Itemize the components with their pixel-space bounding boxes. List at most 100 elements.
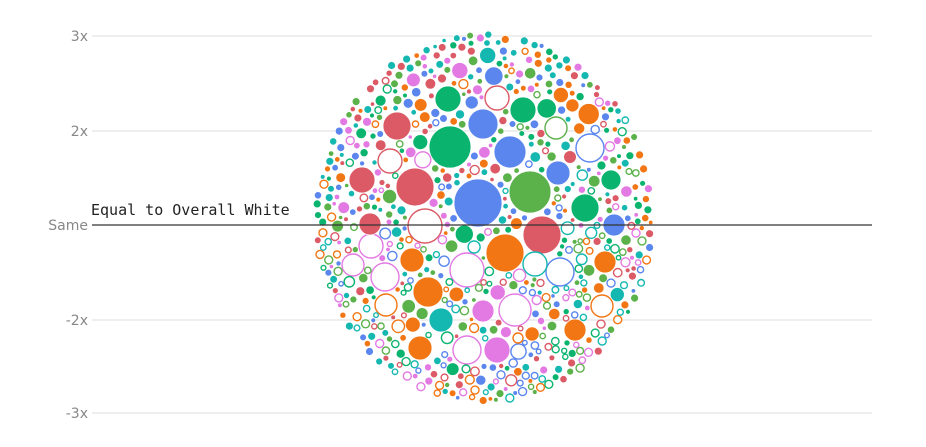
bubble[interactable] bbox=[318, 217, 328, 227]
bubble[interactable] bbox=[469, 366, 480, 377]
bubble[interactable] bbox=[401, 270, 408, 278]
bubble[interactable] bbox=[390, 226, 403, 238]
bubble[interactable] bbox=[337, 214, 344, 221]
bubble[interactable] bbox=[378, 254, 387, 262]
bubble[interactable] bbox=[407, 335, 433, 361]
bubble[interactable] bbox=[378, 187, 385, 194]
bubble[interactable] bbox=[577, 273, 585, 280]
bubble[interactable] bbox=[385, 218, 393, 226]
bubble[interactable] bbox=[314, 211, 322, 220]
bubble[interactable] bbox=[550, 336, 560, 346]
bubble[interactable] bbox=[492, 226, 501, 235]
bubble[interactable] bbox=[634, 250, 644, 260]
bubble[interactable] bbox=[548, 307, 561, 321]
bubble[interactable] bbox=[498, 46, 508, 56]
bubble[interactable] bbox=[563, 285, 570, 292]
bubble[interactable] bbox=[577, 103, 600, 126]
bubble[interactable] bbox=[433, 176, 442, 185]
bubble[interactable] bbox=[580, 71, 590, 80]
bubble[interactable] bbox=[536, 278, 545, 288]
bubble[interactable] bbox=[353, 141, 361, 150]
bubble[interactable] bbox=[458, 166, 466, 174]
bubble[interactable] bbox=[405, 146, 417, 159]
bubble[interactable] bbox=[334, 156, 341, 163]
bubble[interactable] bbox=[512, 390, 518, 396]
bubble[interactable] bbox=[401, 225, 408, 232]
bubble[interactable] bbox=[467, 39, 475, 47]
bubble[interactable] bbox=[345, 158, 355, 167]
bubble[interactable] bbox=[396, 361, 403, 368]
bubble[interactable] bbox=[480, 255, 486, 261]
bubble[interactable] bbox=[600, 105, 607, 111]
bubble[interactable] bbox=[600, 120, 607, 128]
bubble[interactable] bbox=[502, 108, 510, 116]
bubble[interactable] bbox=[385, 210, 394, 219]
bubble[interactable] bbox=[631, 228, 641, 238]
bubble[interactable] bbox=[620, 300, 630, 310]
bubble[interactable] bbox=[414, 242, 421, 249]
bubble[interactable] bbox=[454, 224, 474, 244]
bubble[interactable] bbox=[621, 144, 627, 150]
bubble[interactable] bbox=[401, 299, 416, 314]
bubble[interactable] bbox=[396, 242, 404, 250]
bubble[interactable] bbox=[366, 84, 375, 94]
bubble[interactable] bbox=[331, 201, 337, 207]
bubble[interactable] bbox=[457, 321, 468, 332]
bubble[interactable] bbox=[349, 295, 358, 304]
bubble[interactable] bbox=[470, 151, 479, 161]
bubble[interactable] bbox=[331, 163, 339, 172]
bubble[interactable] bbox=[451, 304, 461, 314]
bubble[interactable] bbox=[449, 117, 458, 126]
bubble[interactable] bbox=[410, 360, 419, 369]
bubble[interactable] bbox=[544, 342, 553, 351]
bubble[interactable] bbox=[371, 120, 380, 129]
bubble[interactable] bbox=[634, 217, 642, 225]
bubble[interactable] bbox=[575, 164, 582, 171]
bubble[interactable] bbox=[633, 212, 639, 218]
bubble[interactable] bbox=[440, 373, 449, 382]
bubble[interactable] bbox=[376, 130, 385, 138]
bubble[interactable] bbox=[542, 301, 552, 310]
bubble[interactable] bbox=[414, 59, 423, 68]
bubble[interactable] bbox=[446, 355, 454, 363]
bubble[interactable] bbox=[564, 64, 572, 72]
bubble[interactable] bbox=[402, 54, 412, 64]
bubble[interactable] bbox=[641, 195, 650, 204]
bubble[interactable] bbox=[467, 73, 475, 81]
bubble[interactable] bbox=[559, 243, 566, 250]
bubble[interactable] bbox=[453, 172, 461, 179]
bubble[interactable] bbox=[502, 202, 509, 210]
bubble[interactable] bbox=[488, 325, 499, 335]
bubble[interactable] bbox=[637, 236, 647, 246]
bubble[interactable] bbox=[585, 246, 594, 255]
bubble[interactable] bbox=[575, 253, 588, 266]
bubble[interactable] bbox=[335, 260, 342, 267]
bubble[interactable] bbox=[439, 114, 448, 123]
bubble[interactable] bbox=[508, 280, 519, 291]
bubble[interactable] bbox=[318, 228, 328, 238]
bubble[interactable] bbox=[497, 215, 508, 225]
bubble[interactable] bbox=[530, 371, 539, 380]
bubble[interactable] bbox=[431, 164, 440, 173]
bubble[interactable] bbox=[465, 172, 473, 180]
bubble[interactable] bbox=[402, 156, 409, 164]
bubble[interactable] bbox=[541, 292, 551, 303]
bubble[interactable] bbox=[570, 311, 579, 319]
bubble[interactable] bbox=[486, 280, 493, 287]
bubble[interactable] bbox=[514, 78, 522, 85]
bubble[interactable] bbox=[495, 39, 502, 46]
bubble[interactable] bbox=[531, 276, 538, 283]
bubble[interactable] bbox=[361, 296, 370, 305]
bubble[interactable] bbox=[533, 58, 543, 68]
bubble[interactable] bbox=[329, 137, 338, 146]
bubble[interactable] bbox=[533, 90, 541, 99]
bubble[interactable] bbox=[567, 348, 577, 358]
bubble[interactable] bbox=[423, 266, 431, 274]
bubble[interactable] bbox=[411, 120, 420, 128]
bubble[interactable] bbox=[521, 371, 530, 380]
bubble[interactable] bbox=[484, 85, 510, 111]
bubble[interactable] bbox=[638, 225, 645, 232]
bubble[interactable] bbox=[391, 172, 399, 179]
bubble[interactable] bbox=[486, 382, 496, 392]
bubble[interactable] bbox=[429, 370, 439, 379]
